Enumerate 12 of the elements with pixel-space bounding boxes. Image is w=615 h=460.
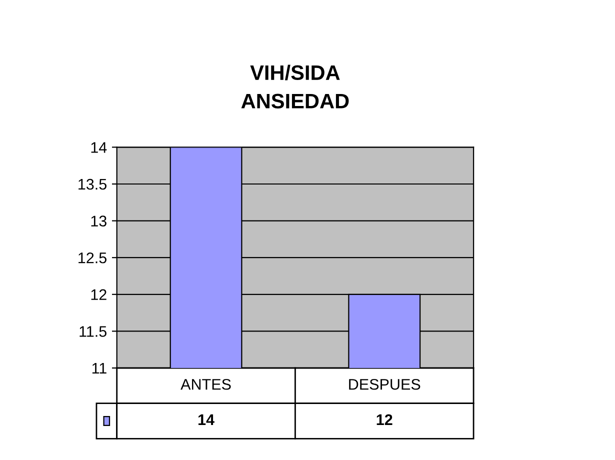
x-tick-label: DESPUES [349,378,420,390]
y-tick-label: 13 [91,216,106,226]
y-tick-label: 11.5 [80,326,106,337]
data-label: 14 [198,414,214,425]
y-tick-label: 12.5 [78,252,106,264]
data-label: 12 [376,414,392,425]
y-tick-label: 14 [91,142,107,153]
y-tick-label: 11 [92,363,106,374]
chart-title: VIH/SIDA ANSIEDAD [241,64,349,109]
x-tick-label: ANTES [180,378,231,390]
y-tick-label: 13.5 [78,178,106,190]
y-tick-label: 12 [91,289,106,300]
